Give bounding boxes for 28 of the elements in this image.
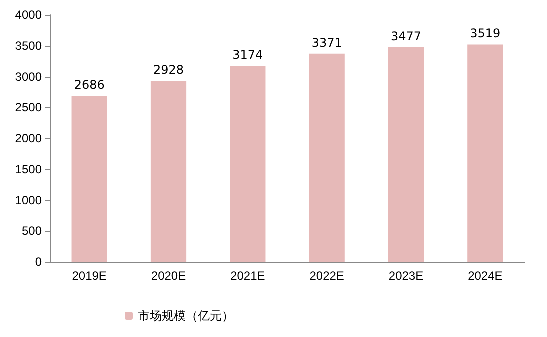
x-tick-label: 2022E (310, 269, 344, 283)
y-tick-label: 1000 (15, 193, 42, 208)
bar (150, 81, 187, 262)
legend-label: 市场规模（亿元） (138, 309, 234, 323)
bar (72, 96, 108, 262)
y-tick-label: 2500 (15, 100, 42, 115)
x-tick-label: 2021E (230, 269, 266, 283)
bar (468, 44, 504, 262)
bar (388, 47, 424, 262)
x-tick-label: 2019E (72, 269, 107, 283)
bar (230, 66, 266, 262)
bar (309, 54, 345, 262)
y-tick-label: 3000 (15, 70, 42, 84)
y-tick-label: 3500 (15, 38, 42, 53)
data-label: 3519 (470, 26, 501, 41)
data-label: 3477 (390, 29, 422, 44)
y-tick-label: 2000 (15, 132, 42, 146)
y-tick-label: 4000 (15, 8, 42, 22)
x-tick-label: 2024E (468, 269, 503, 283)
x-tick-label: 2020E (151, 269, 186, 283)
data-label: 2928 (153, 63, 184, 78)
x-tick-label: 2023E (388, 269, 424, 283)
data-label: 3174 (232, 48, 264, 62)
y-tick-label: 1500 (15, 162, 42, 176)
y-tick-label: 0 (35, 255, 42, 269)
data-label: 2686 (74, 78, 105, 92)
y-tick-label: 500 (22, 224, 42, 238)
data-label: 3371 (312, 36, 342, 50)
